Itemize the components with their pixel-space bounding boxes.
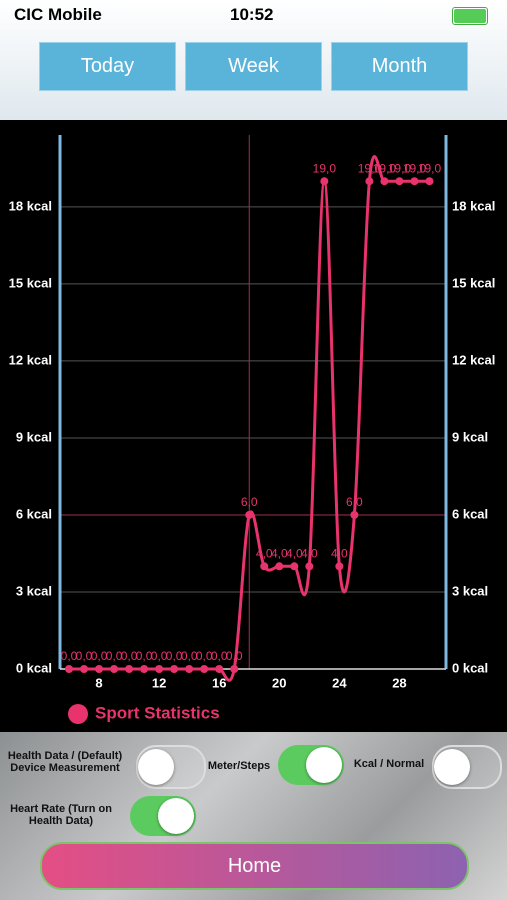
data-label: 19,0	[418, 161, 442, 175]
data-point	[110, 665, 119, 673]
data-label: 0,0	[226, 649, 243, 663]
data-point	[290, 562, 299, 571]
y2-tick-label: 6 kcal	[452, 506, 488, 521]
tab[interactable]: Month	[331, 42, 468, 91]
battery	[452, 7, 488, 25]
data-point	[380, 177, 389, 186]
toggle-knob	[158, 798, 194, 834]
toggle-label: Heart Rate (Turn on Health Data)	[10, 803, 112, 827]
data-label: 0,0	[211, 649, 228, 663]
y-tick-label: 9 kcal	[16, 429, 52, 444]
data-point	[350, 510, 359, 519]
data-label: 19,0	[358, 161, 382, 175]
toggle-switch[interactable]	[136, 745, 206, 789]
y-tick-label: 3 kcal	[16, 583, 52, 598]
data-point	[425, 177, 434, 186]
data-point	[95, 665, 104, 673]
data-label: 19,0	[403, 161, 427, 175]
toggle-knob	[306, 747, 342, 783]
data-point	[320, 177, 329, 186]
data-point	[200, 665, 209, 673]
data-label: 0,0	[166, 649, 183, 663]
header: CIC Mobile 10:52 Today Week Month	[0, 0, 507, 120]
data-point	[65, 665, 74, 673]
x-tick-label: 24	[332, 675, 347, 690]
data-point	[395, 177, 404, 186]
data-point	[215, 665, 224, 673]
data-label: 0,0	[61, 649, 78, 663]
y2-tick-label: 18 kcal	[452, 198, 495, 213]
data-point	[365, 177, 374, 186]
data-label: 0,0	[76, 649, 93, 663]
data-label: 4,0	[301, 546, 318, 560]
toggle-knob	[138, 749, 174, 785]
x-tick-label: 8	[95, 675, 102, 690]
y2-tick-label: 12 kcal	[452, 352, 495, 367]
y-tick-label: 0 kcal	[16, 660, 52, 675]
tab[interactable]: Week	[185, 42, 322, 91]
data-label: 0,0	[196, 649, 213, 663]
data-label: 6,0	[241, 495, 258, 509]
x-tick-label: 16	[212, 675, 226, 690]
x-tick-label: 12	[152, 675, 166, 690]
toggle-label: Meter/Steps	[207, 760, 271, 772]
data-label: 4,0	[271, 546, 288, 560]
data-point	[155, 665, 164, 673]
data-label: 0,0	[136, 649, 153, 663]
y2-tick-label: 15 kcal	[452, 275, 495, 290]
data-point	[140, 665, 149, 673]
legend-label: Sport Statistics	[95, 703, 220, 722]
y-tick-label: 18 kcal	[9, 198, 52, 213]
data-point	[230, 665, 239, 673]
data-label: 4,0	[331, 546, 348, 560]
x-tick-label: 28	[392, 675, 406, 690]
y-tick-label: 6 kcal	[16, 506, 52, 521]
data-label: 0,0	[181, 649, 198, 663]
data-label: 4,0	[256, 546, 273, 560]
data-point	[80, 665, 89, 673]
toggle-label: Kcal / Normal	[353, 758, 425, 770]
toggle-switch[interactable]	[130, 796, 196, 836]
tab[interactable]: Today	[39, 42, 176, 91]
toggle-knob	[434, 749, 470, 785]
clock: 10:52	[230, 5, 274, 24]
data-label: 4,0	[286, 546, 303, 560]
y-tick-label: 15 kcal	[9, 275, 52, 290]
data-label: 0,0	[151, 649, 168, 663]
y-tick-label: 12 kcal	[9, 352, 52, 367]
data-label: 0,0	[121, 649, 138, 663]
data-label: 19,0	[313, 161, 337, 175]
carrier: CIC Mobile	[14, 5, 102, 24]
y2-tick-label: 3 kcal	[452, 583, 488, 598]
data-label: 6,0	[346, 495, 363, 509]
data-point	[275, 562, 284, 571]
toggle-switch[interactable]	[278, 745, 344, 785]
chart: 0 kcal 0 kcal 3 kcal 3 kcal 6 kcal 6 kcal 9 kc…	[9, 135, 495, 724]
toggle-switch[interactable]	[432, 745, 502, 789]
data-point	[260, 562, 269, 571]
data-point	[305, 562, 314, 571]
toggle-label: Health Data / (Default) Device Measureme…	[7, 750, 123, 774]
y2-tick-label: 9 kcal	[452, 429, 488, 444]
data-label: 0,0	[91, 649, 108, 663]
data-point	[410, 177, 419, 186]
data-point	[170, 665, 179, 673]
x-tick-label: 20	[272, 675, 286, 690]
data-point	[125, 665, 134, 673]
y2-tick-label: 0 kcal	[452, 660, 488, 675]
legend-swatch	[68, 704, 88, 724]
data-point	[185, 665, 194, 673]
data-label: 0,0	[106, 649, 123, 663]
data-label: 19,0	[388, 161, 412, 175]
data-point	[245, 510, 254, 519]
data-label: 19,0	[373, 161, 397, 175]
home-button[interactable]: Home	[40, 842, 469, 890]
data-point	[335, 562, 344, 571]
